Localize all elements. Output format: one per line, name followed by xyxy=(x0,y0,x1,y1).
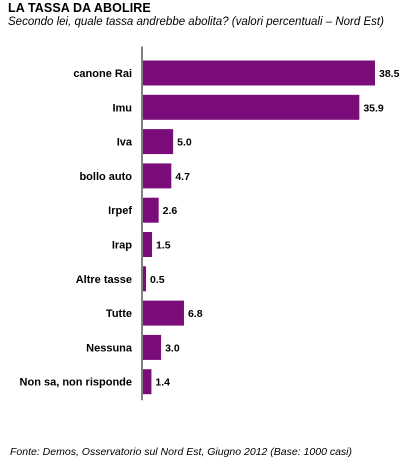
value-label: 35.9 xyxy=(363,102,384,114)
bar xyxy=(143,300,184,326)
bar xyxy=(143,369,152,395)
value-label: 2.6 xyxy=(163,205,178,217)
value-label: 1.5 xyxy=(156,240,171,252)
bar xyxy=(143,129,174,155)
category-label: Imu xyxy=(112,102,132,114)
chart-subtitle: Secondo lei, quale tassa andrebbe abolit… xyxy=(8,16,384,28)
bar xyxy=(143,163,172,189)
category-label: Non sa, non risponde xyxy=(20,377,132,389)
bar xyxy=(143,197,159,223)
category-label: Iva xyxy=(117,137,133,149)
value-label: 6.8 xyxy=(188,308,203,320)
bar xyxy=(143,60,375,86)
value-label: 4.7 xyxy=(175,171,190,183)
category-label: Tutte xyxy=(106,308,132,320)
value-label: 0.5 xyxy=(150,274,165,286)
value-label: 3.0 xyxy=(165,342,180,354)
value-label: 5.0 xyxy=(177,137,192,149)
category-label: Irpef xyxy=(108,205,132,217)
bar xyxy=(143,232,153,257)
bar xyxy=(143,266,147,292)
bar xyxy=(143,334,162,360)
category-label: canone Rai xyxy=(73,68,132,80)
chart-source-note: Fonte: Demos, Osservatorio sul Nord Est,… xyxy=(10,446,352,458)
value-label: 1.4 xyxy=(155,377,170,389)
category-label: bollo auto xyxy=(79,171,132,183)
chart-title: LA TASSA DA ABOLIRE xyxy=(8,1,151,15)
value-label: 38.5 xyxy=(379,68,400,80)
category-label: Nessuna xyxy=(86,342,133,354)
category-label: Altre tasse xyxy=(76,274,132,286)
bar xyxy=(143,94,360,120)
category-label: Irap xyxy=(112,240,132,252)
